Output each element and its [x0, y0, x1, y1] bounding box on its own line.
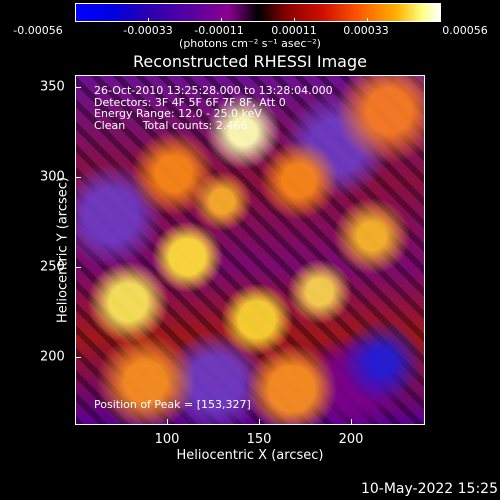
- colorbar-tick: [75, 18, 76, 22]
- info-total-counts: Clean Total counts: 2.466: [94, 118, 248, 132]
- x-tick: [351, 419, 352, 425]
- colorbar-label: -0.00056: [13, 24, 63, 37]
- colorbar-units: (photons cm⁻² s⁻¹ asec⁻²): [179, 37, 321, 50]
- colorbar: [75, 3, 441, 22]
- info-time-range: 26-Oct-2010 13:25:28.000 to 13:28:04.000: [94, 84, 333, 97]
- colorbar-tick: [148, 18, 149, 22]
- y-tick-label: 300: [40, 169, 65, 185]
- y-tick: [75, 357, 81, 358]
- rhessi-image: [75, 75, 425, 425]
- x-tick: [259, 419, 260, 425]
- colorbar-tick: [221, 18, 222, 22]
- y-tick-label: 250: [40, 259, 65, 275]
- image-info: 26-Oct-2010 13:25:28.000 to 13:28:04.000…: [94, 85, 333, 131]
- x-axis-title: Heliocentric X (arcsec): [176, 448, 324, 463]
- colorbar-label: 0.00056: [442, 24, 488, 37]
- y-tick: [75, 267, 81, 268]
- peak-position: Position of Peak = [153,327]: [94, 398, 251, 411]
- colorbar-label: 0.00033: [343, 24, 389, 37]
- y-axis-title: Heliocentric Y (arcsec): [55, 177, 71, 323]
- x-tick-label: 200: [338, 432, 364, 447]
- plot-title: Reconstructed RHESSI Image: [133, 52, 367, 71]
- y-tick: [75, 87, 81, 88]
- colorbar-label: 0.00011: [271, 24, 317, 37]
- y-tick-label: 200: [40, 349, 65, 365]
- x-tick-label: 100: [154, 432, 180, 447]
- x-tick: [167, 419, 168, 425]
- timestamp: 10-May-2022 15:25: [360, 481, 498, 497]
- colorbar-tick: [367, 18, 368, 22]
- y-tick: [75, 177, 81, 178]
- colorbar-tick: [439, 18, 440, 22]
- info-detectors: Detectors: 3F 4F 5F 6F 7F 8F, Att 0: [94, 95, 286, 109]
- colorbar-tick: [294, 18, 295, 22]
- y-tick-label: 350: [40, 79, 65, 95]
- x-tick-label: 150: [246, 432, 272, 447]
- colorbar-label: -0.00033: [123, 24, 173, 37]
- colorbar-label: -0.00011: [194, 24, 244, 37]
- info-energy-range: Energy Range: 12.0 - 25.0 keV: [94, 107, 262, 120]
